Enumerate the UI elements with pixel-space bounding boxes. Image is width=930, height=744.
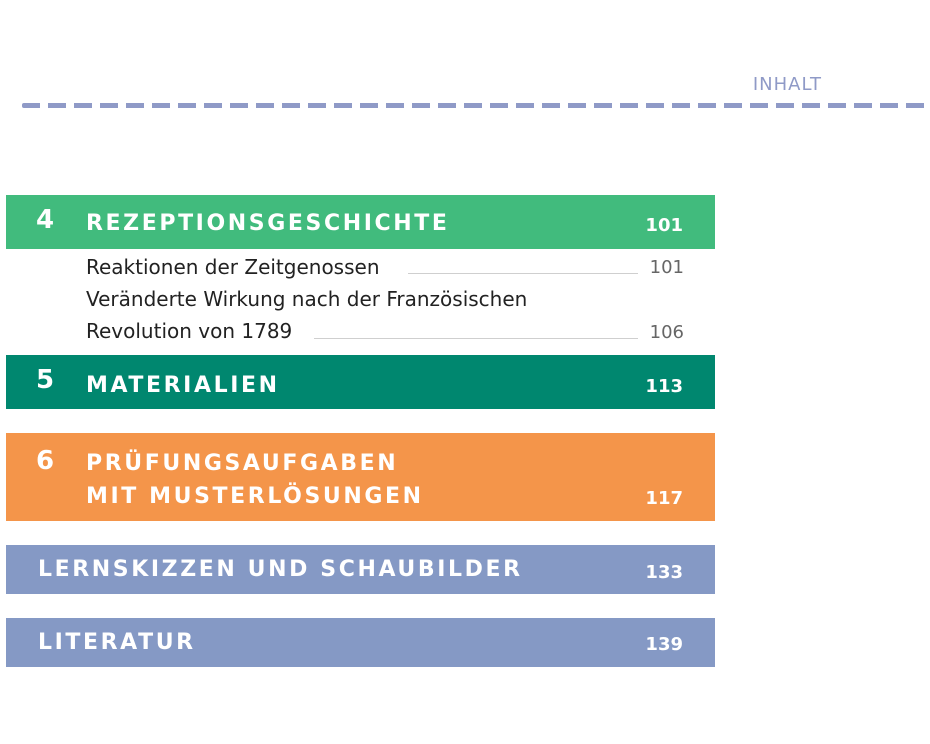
chapter-title: REZEPTIONSGESCHICHTE xyxy=(86,211,450,236)
chapter-page: 101 xyxy=(645,215,683,236)
dashed-divider xyxy=(22,103,930,108)
chapter-number: 6 xyxy=(36,446,55,476)
chapter-page: 113 xyxy=(645,376,683,397)
literatur-bar[interactable]: LITERATUR 139 xyxy=(6,618,715,667)
entry-title-continued: Revolution von 1789 xyxy=(86,319,293,343)
chapter-title: MATERIALIEN xyxy=(86,373,280,398)
entry-page: 106 xyxy=(649,322,684,343)
chapter-5-bar[interactable]: 5 MATERIALIEN 113 xyxy=(6,355,715,409)
leader-line xyxy=(314,338,638,339)
chapter-number: 5 xyxy=(36,365,55,395)
entry-title: Reaktionen der Zeitgenossen xyxy=(86,255,380,279)
lernskizzen-bar[interactable]: LERNSKIZZEN UND SCHAUBILDER 133 xyxy=(6,545,715,594)
section-title: LITERATUR xyxy=(38,630,196,655)
entry-page: 101 xyxy=(649,257,684,278)
header-label: INHALT xyxy=(752,74,822,95)
toc-entry[interactable]: Veränderte Wirkung nach der Französische… xyxy=(86,287,684,345)
leader-line xyxy=(408,273,638,274)
entry-title: Veränderte Wirkung nach der Französische… xyxy=(86,287,528,311)
chapter-number: 4 xyxy=(36,205,55,235)
chapter-title: PRÜFUNGSAUFGABEN xyxy=(86,451,399,476)
chapter-page: 117 xyxy=(645,488,683,509)
section-title: LERNSKIZZEN UND SCHAUBILDER xyxy=(38,557,523,582)
section-page: 139 xyxy=(645,634,683,655)
chapter-6-bar[interactable]: 6 PRÜFUNGSAUFGABEN MIT MUSTERLÖSUNGEN 11… xyxy=(6,433,715,521)
chapter-4-bar[interactable]: 4 REZEPTIONSGESCHICHTE 101 xyxy=(6,195,715,249)
chapter-title-continued: MIT MUSTERLÖSUNGEN xyxy=(86,484,424,509)
toc-entry[interactable]: Reaktionen der Zeitgenossen 101 xyxy=(86,255,684,279)
section-page: 133 xyxy=(645,562,683,583)
